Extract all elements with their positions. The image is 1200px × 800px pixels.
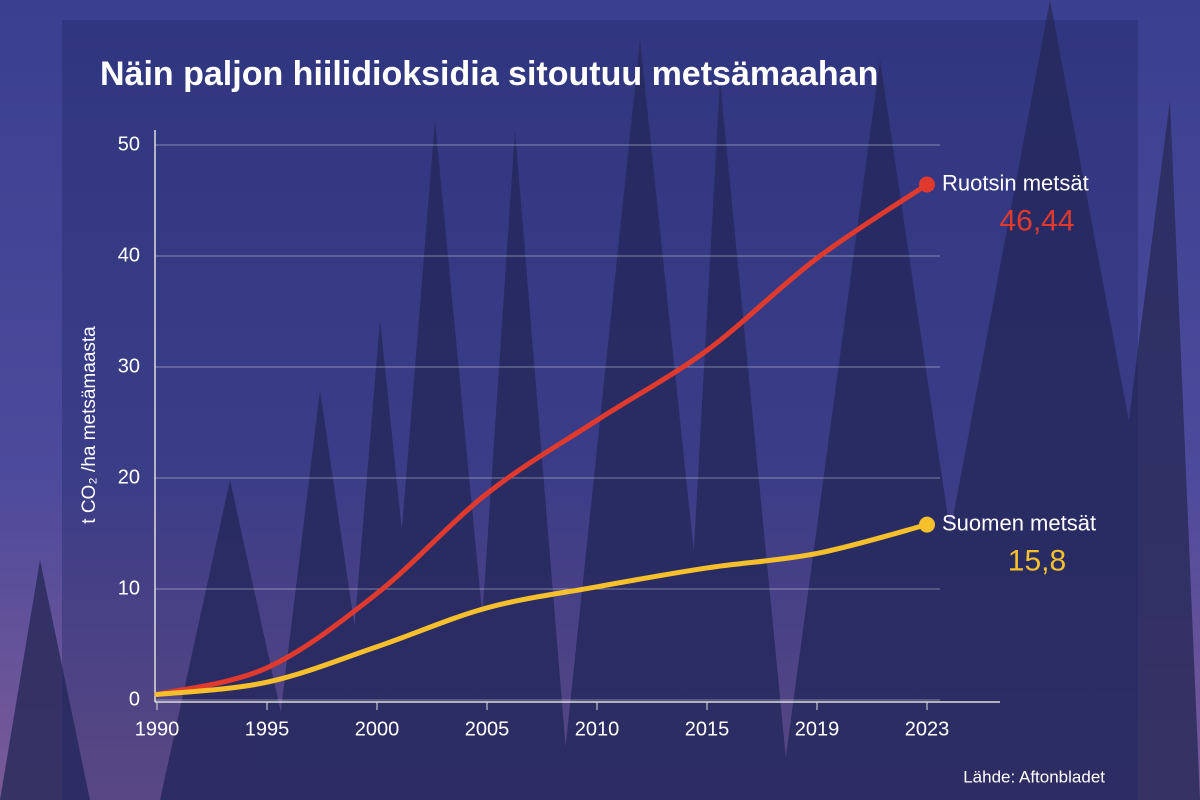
panel: [62, 20, 1138, 800]
y-tick-label: 40: [118, 244, 140, 266]
x-tick-label: 2019: [795, 718, 840, 740]
x-tick-label: 1995: [245, 718, 290, 740]
x-tick-label: 2023: [905, 718, 950, 740]
x-tick-label: 2010: [575, 718, 620, 740]
x-tick-label: 1990: [135, 718, 180, 740]
series-line: [154, 522, 930, 697]
series-line: [154, 182, 930, 697]
y-tick-label: 10: [118, 577, 140, 599]
x-tick-label: 2005: [465, 718, 510, 740]
end-point: [919, 176, 935, 193]
legend-label: Suomen metsät: [942, 510, 1096, 535]
y-axis-label: t CO₂ /ha metsämaasta: [79, 326, 100, 524]
value-label: 15,8: [1008, 545, 1066, 578]
value-label: 46,44: [999, 204, 1074, 237]
x-tick-label: 2015: [685, 718, 730, 740]
y-tick-label: 30: [118, 355, 140, 377]
y-tick-label: 50: [118, 133, 140, 155]
x-tick-label: 2000: [355, 718, 400, 740]
source: Lähde: Aftonbladet: [963, 767, 1105, 786]
legend-label: Ruotsin metsät: [942, 170, 1089, 195]
y-tick-label: 0: [129, 688, 140, 710]
end-point: [919, 516, 935, 533]
chart-title: Näin paljon hiilidioksidia sitoutuu mets…: [100, 55, 878, 93]
y-tick-label: 20: [118, 466, 140, 488]
